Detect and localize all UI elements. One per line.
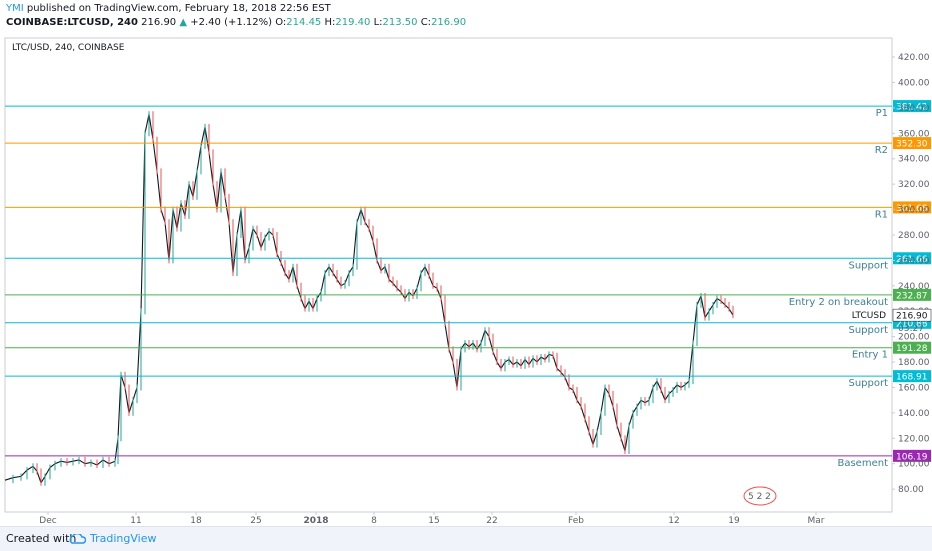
level-name: Entry 1 [852,350,888,361]
level-price-label: 301.68 [896,204,928,214]
y-tick-label: 380.00 [898,104,930,114]
chart-area[interactable]: P1 381.42 R2 352.30 R1 301.68 Support 261.66 Ent… [0,34,932,526]
x-tick-label: 25 [250,516,261,526]
x-tick-label: 19 [728,516,740,526]
symbol-label: COINBASE:LTCUSD, 240 [6,17,138,28]
y-tick-label: 260.00 [898,256,930,266]
close-value: 216.90 [431,17,467,28]
y-tick-label: 140.00 [898,409,930,419]
y-tick-label: 300.00 [898,206,930,216]
y-tick-label: 240.00 [898,282,930,292]
level-price-tag [893,341,931,354]
tradingview-cloud-icon [69,534,86,544]
level-name: Basement [837,458,888,469]
x-tick-label: Dec [39,516,56,526]
low-value: 213.50 [382,17,418,28]
low-label: L: [373,17,383,28]
level-price-tag [893,252,931,265]
y-tick-label: 400.00 [898,78,930,88]
high-label: H: [324,17,336,28]
level-name: P1 [876,108,888,119]
y-tick-label: 200.00 [898,333,930,343]
change-arrow-icon: ▲ [179,17,188,28]
level-name: R1 [875,209,888,220]
level-price-label: 168.91 [896,373,928,383]
x-tick-label: 8 [371,516,377,526]
level-price-tag [893,449,931,462]
level-price-label: 191.28 [896,344,928,354]
publish-text: published on TradingView.com, February 1… [26,3,331,14]
y-tick-label: 420.00 [898,53,930,63]
level-name: Support [848,325,888,336]
last-price-value: 216.90 [896,312,928,322]
tradingview-link[interactable]: TradingView [90,532,157,545]
bar-countdown: 03:27 [898,324,924,334]
level-price-tag [893,201,931,214]
y-tick-label: 340.00 [898,155,930,165]
last-price-symbol: LTCUSD [852,311,886,321]
chart-title: LTC/USD, 240, COINBASE [12,43,125,53]
level-price-tag [893,288,931,301]
footer-bar: Created with TradingView [0,526,932,551]
high-value: 219.40 [335,17,371,28]
open-value: 214.45 [286,17,322,28]
y-tick-label: 160.00 [898,383,930,393]
chart-header: YMI published on TradingView.com, Februa… [0,0,932,34]
level-name: Support [848,260,888,271]
x-tick-label: 18 [190,516,202,526]
last-price: 216.90 [141,17,177,28]
y-tick-label: 280.00 [898,231,930,241]
level-name: Support [848,378,888,389]
y-tick-label: 360.00 [898,129,930,139]
level-price-label: 106.19 [896,452,928,462]
watermark-logo: 5 2 2 [743,486,777,506]
level-name: R2 [875,145,888,156]
x-tick-label: 11 [130,516,141,526]
y-tick-label: 320.00 [898,180,930,190]
y-tick-label: 80.00 [898,485,924,495]
created-with-text: Created with [6,532,77,545]
level-price-label: 261.66 [896,255,928,265]
x-tick-label: Mar [808,516,825,526]
x-tick-label: 12 [668,516,679,526]
price-chart[interactable]: P1 381.42 R2 352.30 R1 301.68 Support 261.66 Ent… [0,34,932,526]
level-price-label: 381.42 [896,103,928,113]
last-price-tag [892,308,932,322]
price-series-line [4,114,734,485]
y-tick-label: 120.00 [898,434,930,444]
y-tick-label: 180.00 [898,358,930,368]
level-price-tag [893,137,931,150]
level-price-label: 352.30 [896,140,928,150]
open-label: O: [275,17,287,28]
level-price-tag [893,370,931,383]
x-tick-label: Feb [568,516,584,526]
level-name: Entry 2 on breakout [789,297,888,308]
level-price-label: 210.88 [896,319,928,329]
publish-info: YMI published on TradingView.com, Februa… [6,3,331,14]
change-value: +2.40 (+1.12%) [190,17,273,28]
author-link[interactable]: YMI [6,3,24,14]
close-label: C: [420,17,432,28]
watermark-text: 5 2 2 [748,492,771,502]
x-tick-label: 2018 [303,516,328,526]
x-tick-label: 15 [428,516,439,526]
y-tick-label: 100.00 [898,460,930,470]
level-price-label: 232.87 [896,291,928,301]
level-price-tag [893,100,931,113]
ohlc-line: COINBASE:LTCUSD, 240 216.90 ▲ +2.40 (+1.… [6,17,466,28]
x-tick-label: 22 [486,516,497,526]
